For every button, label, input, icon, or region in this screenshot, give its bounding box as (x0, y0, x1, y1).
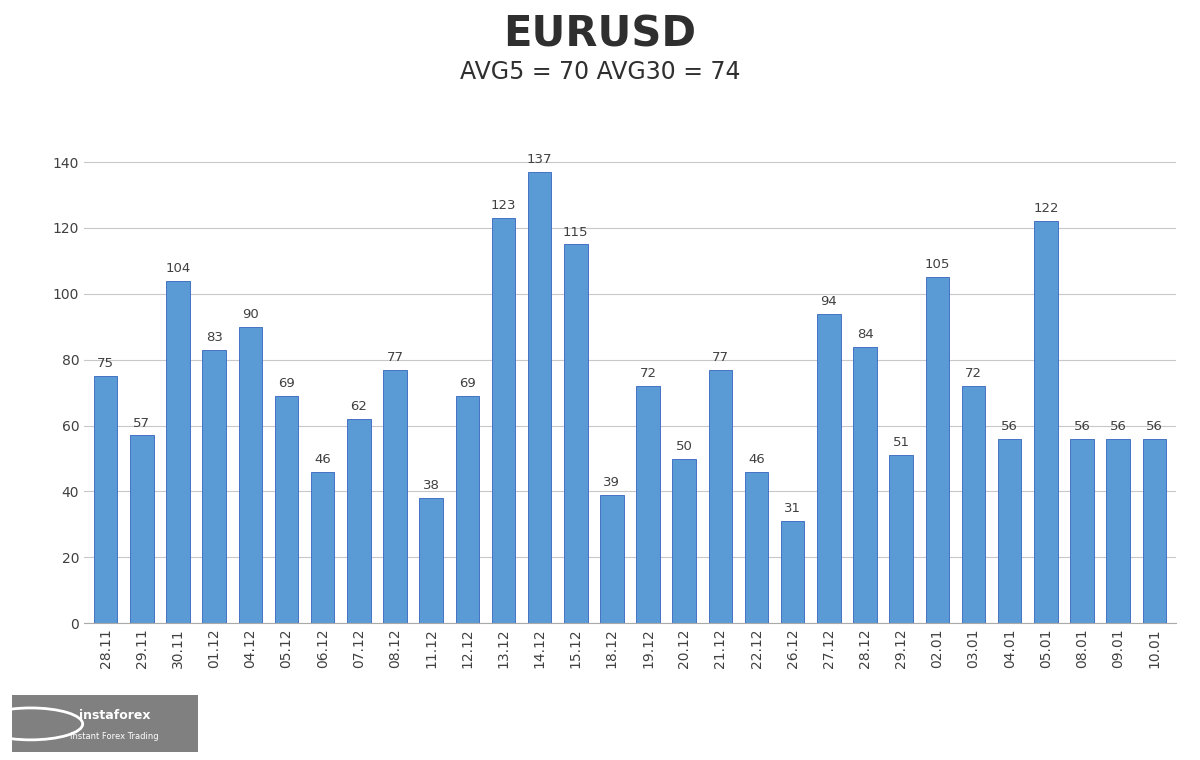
Bar (419, 498, 443, 623)
Text: 39: 39 (604, 476, 620, 489)
Text: 122: 122 (1033, 202, 1058, 216)
Text: 77: 77 (386, 350, 403, 364)
Bar (1070, 439, 1093, 623)
Bar (275, 396, 299, 623)
Text: 104: 104 (166, 261, 191, 275)
Bar (492, 218, 515, 623)
Text: 123: 123 (491, 199, 516, 212)
Bar (853, 347, 877, 623)
Text: EURUSD: EURUSD (504, 13, 696, 55)
Bar (1106, 439, 1130, 623)
Text: 69: 69 (278, 377, 295, 390)
Text: 46: 46 (314, 453, 331, 466)
Bar (817, 314, 841, 623)
Bar (528, 172, 551, 623)
Bar (203, 350, 226, 623)
Text: 56: 56 (1001, 420, 1018, 433)
Text: 46: 46 (748, 453, 764, 466)
Text: 94: 94 (821, 295, 838, 308)
Bar (347, 419, 371, 623)
Bar (167, 280, 190, 623)
Bar (1142, 439, 1166, 623)
Text: 56: 56 (1146, 420, 1163, 433)
Bar (781, 521, 804, 623)
Bar (925, 277, 949, 623)
Text: 72: 72 (640, 367, 656, 380)
Bar (672, 458, 696, 623)
Bar (564, 245, 588, 623)
Text: AVG5 = 70 AVG30 = 74: AVG5 = 70 AVG30 = 74 (460, 60, 740, 84)
Bar (311, 472, 335, 623)
Bar (456, 396, 479, 623)
Text: 75: 75 (97, 357, 114, 370)
Text: 56: 56 (1110, 420, 1127, 433)
Text: 137: 137 (527, 153, 552, 166)
Text: 57: 57 (133, 416, 150, 429)
Bar (961, 386, 985, 623)
Bar (1034, 221, 1057, 623)
Text: 72: 72 (965, 367, 982, 380)
Text: 38: 38 (422, 479, 439, 492)
Text: 62: 62 (350, 400, 367, 413)
Bar (709, 369, 732, 623)
Text: 77: 77 (712, 350, 728, 364)
Bar (745, 472, 768, 623)
Text: Instant Forex Trading: Instant Forex Trading (70, 732, 158, 741)
Bar (94, 376, 118, 623)
Text: 83: 83 (205, 331, 223, 344)
Bar (636, 386, 660, 623)
Text: 115: 115 (563, 226, 588, 239)
Text: 56: 56 (1074, 420, 1091, 433)
Text: 51: 51 (893, 436, 910, 449)
Text: 69: 69 (458, 377, 475, 390)
Text: 31: 31 (785, 502, 802, 515)
Text: instaforex: instaforex (78, 709, 150, 722)
Text: 84: 84 (857, 328, 874, 340)
Text: 90: 90 (242, 308, 259, 321)
Bar (889, 455, 913, 623)
Bar (600, 495, 624, 623)
Text: 105: 105 (925, 258, 950, 271)
Bar (130, 435, 154, 623)
Text: 50: 50 (676, 439, 692, 453)
Bar (998, 439, 1021, 623)
Bar (239, 327, 262, 623)
Bar (383, 369, 407, 623)
